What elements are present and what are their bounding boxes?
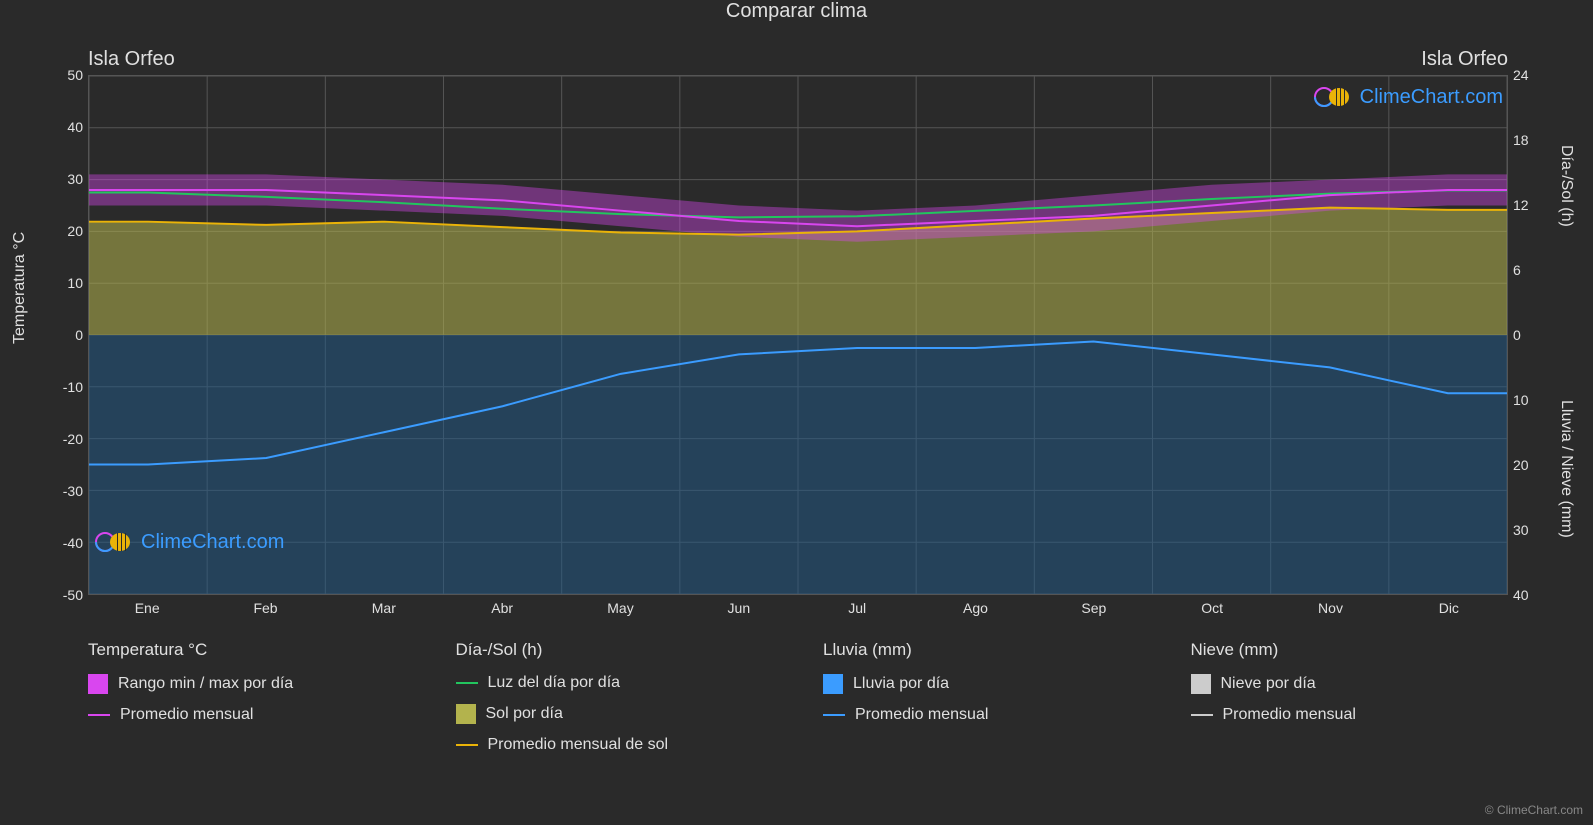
legend-line-icon (456, 744, 478, 746)
x-tick: Feb (253, 600, 277, 616)
legend-header: Temperatura °C (88, 640, 406, 660)
legend-label: Luz del día por día (488, 674, 621, 692)
legend-item: Promedio mensual (1191, 706, 1509, 724)
y-left-tick: 50 (43, 67, 83, 83)
legend-line-icon (456, 682, 478, 684)
legend-label: Nieve por día (1221, 675, 1316, 693)
legend-header: Lluvia (mm) (823, 640, 1141, 660)
y-left-tick: 10 (43, 275, 83, 291)
y-right-bottom-tick: 30 (1513, 522, 1529, 538)
y-left-tick: -40 (43, 535, 83, 551)
y-right-top-tick: 6 (1513, 262, 1521, 278)
legend: Temperatura °C Rango min / max por día Pro… (88, 640, 1508, 766)
x-tick: Nov (1318, 600, 1343, 616)
legend-label: Promedio mensual (1223, 706, 1356, 724)
legend-column: Nieve (mm) Nieve por día Promedio mensual (1191, 640, 1509, 766)
watermark-text: ClimeChart.com (141, 531, 284, 554)
legend-label: Promedio mensual (855, 706, 988, 724)
y-left-tick: 0 (43, 327, 83, 343)
legend-label: Sol por día (486, 705, 563, 723)
y-axis-right-bottom-label: Lluvia / Nieve (mm) (1557, 400, 1575, 538)
y-right-top-tick: 18 (1513, 132, 1529, 148)
legend-column: Lluvia (mm) Lluvia por día Promedio mensua… (823, 640, 1141, 766)
y-right-bottom-tick: 20 (1513, 457, 1529, 473)
y-left-tick: -30 (43, 483, 83, 499)
x-tick: Ago (963, 600, 988, 616)
y-axis-left-label: Temperatura °C (11, 232, 29, 344)
y-right-top-tick: 12 (1513, 197, 1529, 213)
y-left-tick: 30 (43, 171, 83, 187)
y-left-tick: -20 (43, 431, 83, 447)
copyright: © ClimeChart.com (1485, 803, 1583, 817)
x-tick: Ene (135, 600, 160, 616)
legend-swatch-icon (88, 674, 108, 694)
legend-header: Día-/Sol (h) (456, 640, 774, 660)
y-left-tick: 20 (43, 223, 83, 239)
x-tick: Dic (1439, 600, 1459, 616)
x-tick: Jul (848, 600, 866, 616)
y-axis-right-top-label: Día-/Sol (h) (1557, 145, 1575, 227)
x-tick: Mar (372, 600, 396, 616)
legend-header: Nieve (mm) (1191, 640, 1509, 660)
plot-svg (89, 76, 1507, 594)
legend-line-icon (88, 714, 110, 716)
chart-title: Comparar clima (0, 0, 1593, 33)
y-right-top-tick: 24 (1513, 67, 1529, 83)
x-tick: Sep (1081, 600, 1106, 616)
legend-item: Luz del día por día (456, 674, 774, 692)
legend-item: Promedio mensual de sol (456, 736, 774, 754)
x-tick: Abr (491, 600, 513, 616)
logo-icon (1314, 85, 1354, 109)
legend-swatch-icon (1191, 674, 1211, 694)
legend-label: Promedio mensual de sol (488, 736, 669, 754)
legend-item: Sol por día (456, 704, 774, 724)
watermark-bottom-left: ClimeChart.com (95, 530, 284, 554)
y-left-tick: -10 (43, 379, 83, 395)
x-tick: May (607, 600, 633, 616)
location-left-label: Isla Orfeo (88, 48, 175, 71)
legend-label: Promedio mensual (120, 706, 253, 724)
y-right-bottom-tick: 10 (1513, 392, 1529, 408)
legend-column: Día-/Sol (h) Luz del día por día Sol por d… (456, 640, 774, 766)
legend-item: Promedio mensual (88, 706, 406, 724)
legend-label: Lluvia por día (853, 675, 949, 693)
x-tick: Jun (728, 600, 751, 616)
y-right-top-tick: 0 (1513, 327, 1521, 343)
legend-column: Temperatura °C Rango min / max por día Pro… (88, 640, 406, 766)
watermark-text: ClimeChart.com (1360, 86, 1503, 109)
legend-swatch-icon (456, 704, 476, 724)
legend-line-icon (823, 714, 845, 716)
y-left-tick: -50 (43, 587, 83, 603)
legend-label: Rango min / max por día (118, 675, 293, 693)
legend-swatch-icon (823, 674, 843, 694)
x-tick: Oct (1201, 600, 1223, 616)
legend-line-icon (1191, 714, 1213, 716)
legend-item: Nieve por día (1191, 674, 1509, 694)
watermark-top-right: ClimeChart.com (1314, 85, 1503, 109)
y-left-tick: 40 (43, 119, 83, 135)
legend-item: Promedio mensual (823, 706, 1141, 724)
location-right-label: Isla Orfeo (1421, 48, 1508, 71)
y-right-bottom-tick: 40 (1513, 587, 1529, 603)
logo-icon (95, 530, 135, 554)
legend-item: Lluvia por día (823, 674, 1141, 694)
plot-area (88, 75, 1508, 595)
legend-item: Rango min / max por día (88, 674, 406, 694)
